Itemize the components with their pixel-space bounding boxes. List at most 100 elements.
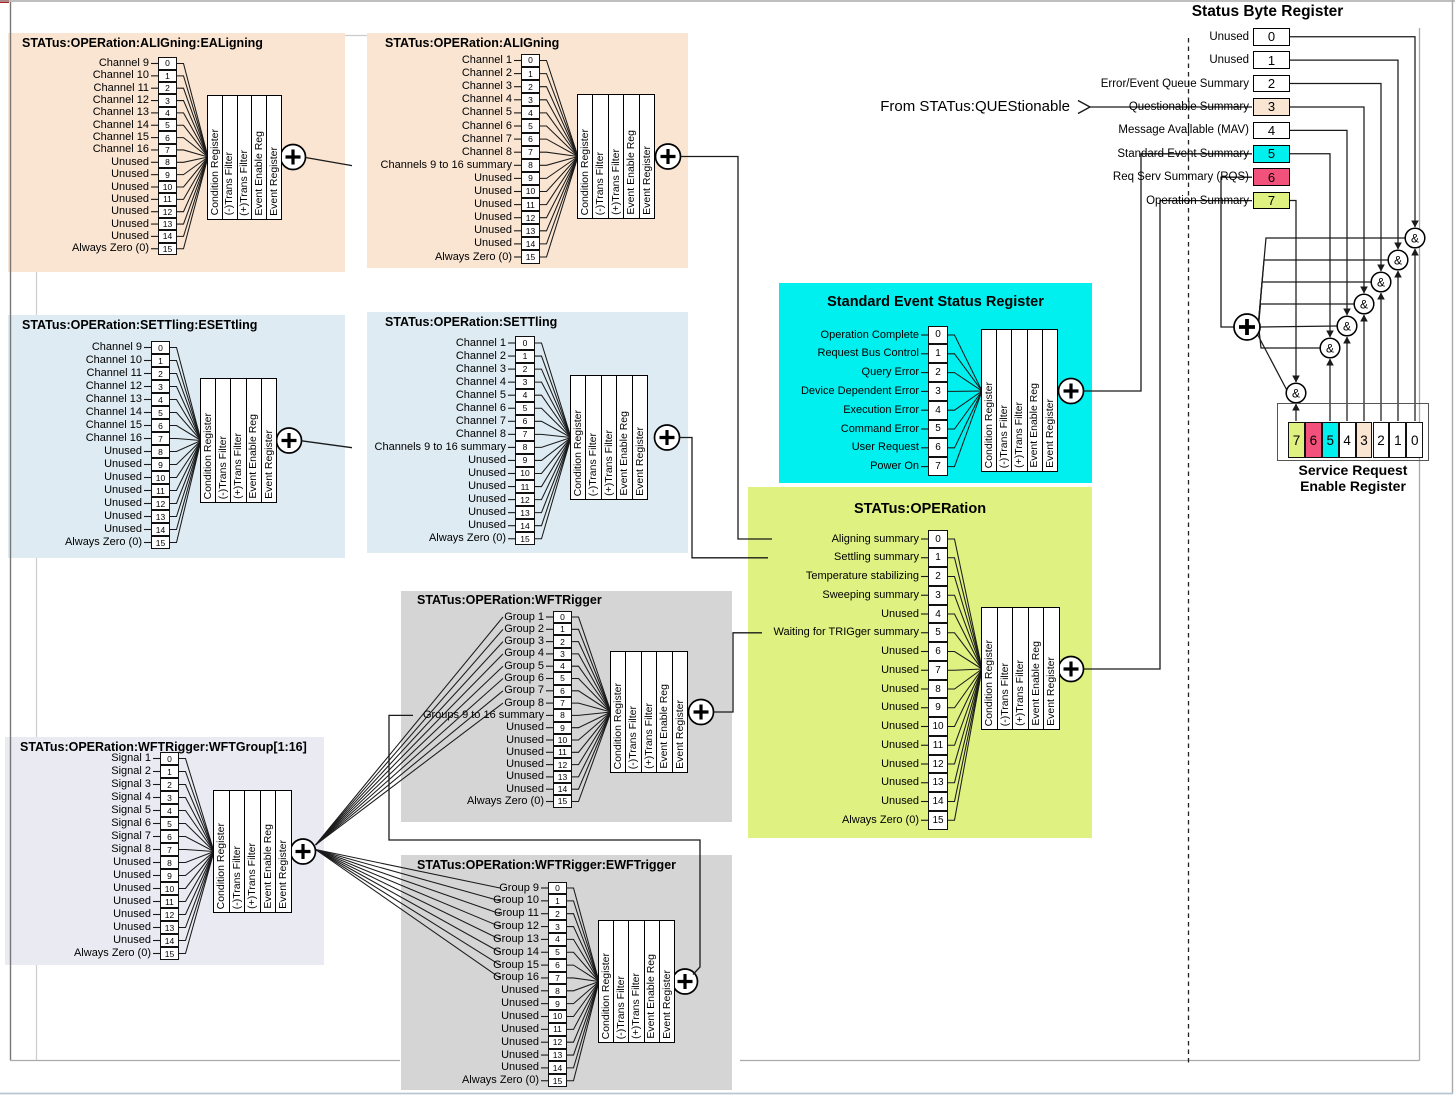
- bit-cell-settling-1: 1: [515, 349, 535, 363]
- service-request-enable-outline: [1277, 403, 1429, 461]
- bit-cell-operation-15: 15: [928, 810, 948, 830]
- register-column-label: Event Register: [660, 970, 673, 1039]
- fan-line: [169, 440, 202, 492]
- fan-line: [947, 668, 983, 765]
- fan-line: [176, 124, 209, 158]
- bit-cell-wftrigger-4: 4: [553, 660, 572, 673]
- register-column-label: Condition Register: [599, 952, 612, 1039]
- register-column-ewftrigger-0: Condition Register: [599, 921, 613, 1042]
- fan-line: [539, 73, 579, 157]
- fan-line: [178, 851, 215, 890]
- plus-node-ewftrigger-cross: [677, 974, 693, 989]
- bit-cell-settling-6: 6: [515, 414, 535, 428]
- bit-label-aligning-5: Channel 6: [461, 119, 512, 132]
- bit-label-ealigning-7: Channel 16: [92, 143, 149, 156]
- bit-label-ealigning-0: Channel 9: [98, 57, 149, 69]
- bit-label-aligning-4: Channel 5: [461, 106, 512, 119]
- register-columns-settling: Condition Register (-)Trans Filter (+)Tran…: [570, 375, 648, 500]
- and-gate-symbol: &: [1326, 342, 1334, 356]
- and-gate-symbol: &: [1360, 298, 1368, 312]
- bit-cell-ewftrigger-13: 13: [548, 1048, 567, 1062]
- bit-cell-esettling-8: 8: [151, 445, 170, 458]
- wftgroup-fan-lower: [315, 849, 501, 953]
- bit-label-ealigning-4: Channel 13: [92, 106, 149, 119]
- register-column-esettling-4: Event Register: [260, 379, 276, 502]
- register-column-settling-2: (+)Trans Filter: [600, 376, 616, 499]
- bit-cell-settling-7: 7: [515, 427, 535, 441]
- fan-line: [176, 156, 209, 200]
- bit-cell-aligning-4: 4: [521, 106, 540, 120]
- bit-cell-ealigning-0: 0: [158, 57, 177, 70]
- gate-output-to-bigplus: [1257, 237, 1405, 322]
- bit-label-operation-8: Unused: [881, 682, 919, 695]
- connector-esettling-to-settling: [301, 440, 353, 449]
- bit-cell-operation-12: 12: [928, 754, 948, 774]
- fan-line: [534, 437, 572, 540]
- bit-label-wftrigger-10: Unused: [506, 733, 544, 746]
- bit-label-operation-1: Settling summary: [834, 551, 919, 564]
- bit-label-ewftrigger-6: Group 15: [493, 958, 539, 971]
- bit-cell-operation-0: 0: [928, 529, 948, 549]
- and-gate-bit4: [1336, 315, 1358, 337]
- bit-label-aligning-7: Channel 8: [461, 145, 512, 158]
- fan-line: [947, 390, 983, 449]
- fan-line: [571, 702, 612, 713]
- bit-cell-operation-3: 3: [928, 585, 948, 605]
- fan-line: [534, 381, 572, 438]
- fan-line: [571, 628, 612, 713]
- fan-line: [947, 372, 983, 392]
- fan-line: [178, 757, 215, 852]
- fan-line: [534, 437, 572, 514]
- bit-cell-settling-15: 15: [515, 532, 535, 546]
- bit-label-wftrigger-15: Always Zero (0): [466, 795, 544, 807]
- bit-cell-operation-14: 14: [928, 792, 948, 811]
- wftgroup-fan-lower: [315, 849, 501, 966]
- register-column-label: (+)Trans Filter: [602, 430, 615, 496]
- bit-label-settling-0: Channel 1: [455, 336, 506, 349]
- bit-label-wftrigger-6: Group 7: [504, 684, 544, 697]
- fan-line: [178, 851, 215, 942]
- statusbyte-bit1-to-gate: [1290, 59, 1399, 249]
- and-gate-symbol: &: [1292, 387, 1300, 401]
- wftgroup-fan-upper: [315, 690, 504, 846]
- bit-cell-settling-11: 11: [515, 480, 535, 494]
- fan-line: [947, 538, 983, 670]
- bit-label-wftrigger-2: Group 3: [504, 635, 544, 648]
- bit-cell-wftgroup-3: 3: [160, 791, 179, 804]
- register-column-sesr-3: Event Enable Reg: [1026, 330, 1042, 471]
- fan-line: [178, 835, 215, 852]
- bit-cell-esettling-10: 10: [151, 471, 170, 484]
- connector-operation-to-statusbyte: [1083, 199, 1252, 670]
- gate-input-arrow-up: [1411, 248, 1419, 256]
- register-column-operation-0: Condition Register: [982, 608, 997, 729]
- bit-label-operation-13: Unused: [881, 776, 919, 789]
- fan-line: [566, 913, 600, 982]
- fan-line: [176, 137, 209, 158]
- bit-label-settling-8: Channels 9 to 16 summary: [374, 440, 506, 453]
- from-questionable-annotation: From STATus:QUEStionable: [880, 98, 1070, 115]
- bit-cell-operation-13: 13: [928, 773, 948, 793]
- bit-cell-ealigning-5: 5: [158, 119, 177, 132]
- bit-label-esettling-4: Channel 13: [85, 393, 142, 405]
- fan-line: [947, 668, 983, 690]
- bit-label-ewftrigger-15: Always Zero (0): [461, 1074, 539, 1087]
- fan-line: [169, 440, 202, 531]
- fan-line: [169, 398, 202, 441]
- bit-label-aligning-9: Unused: [474, 171, 512, 184]
- srq-enable-cell-4: 4: [1338, 422, 1356, 458]
- fan-line: [947, 334, 983, 392]
- bit-label-esettling-0: Channel 9: [91, 341, 142, 353]
- bit-label-ealigning-8: Unused: [111, 155, 149, 168]
- bit-label-wftgroup-7: Signal 8: [111, 843, 151, 855]
- register-columns-ealigning: Condition Register (-)Trans Filter (+)Tran…: [207, 94, 282, 220]
- bit-cell-wftrigger-10: 10: [553, 733, 572, 747]
- register-column-ewftrigger-2: (+)Trans Filter: [628, 921, 643, 1042]
- bit-label-wftgroup-2: Signal 3: [111, 778, 151, 790]
- bit-cell-aligning-11: 11: [521, 198, 540, 212]
- gate-input-arrow-down: [1343, 308, 1351, 316]
- bit-label-ewftrigger-3: Group 12: [493, 920, 539, 933]
- bit-label-settling-6: Channel 7: [455, 414, 506, 427]
- bit-label-wftgroup-13: Unused: [113, 921, 151, 933]
- bit-label-esettling-9: Unused: [104, 458, 142, 470]
- bit-cell-wftrigger-1: 1: [553, 623, 572, 636]
